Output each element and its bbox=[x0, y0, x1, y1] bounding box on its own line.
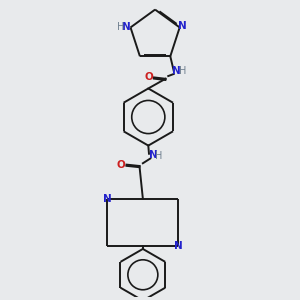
Text: H: H bbox=[179, 66, 186, 76]
Text: N: N bbox=[174, 241, 183, 251]
Text: N: N bbox=[178, 21, 187, 31]
Text: H: H bbox=[155, 151, 163, 161]
Text: O: O bbox=[117, 160, 125, 170]
Text: O: O bbox=[145, 72, 154, 82]
Text: H: H bbox=[117, 22, 125, 32]
Text: N: N bbox=[103, 194, 112, 204]
Text: N: N bbox=[122, 22, 131, 32]
Text: N: N bbox=[172, 66, 181, 76]
Text: N: N bbox=[149, 150, 158, 160]
